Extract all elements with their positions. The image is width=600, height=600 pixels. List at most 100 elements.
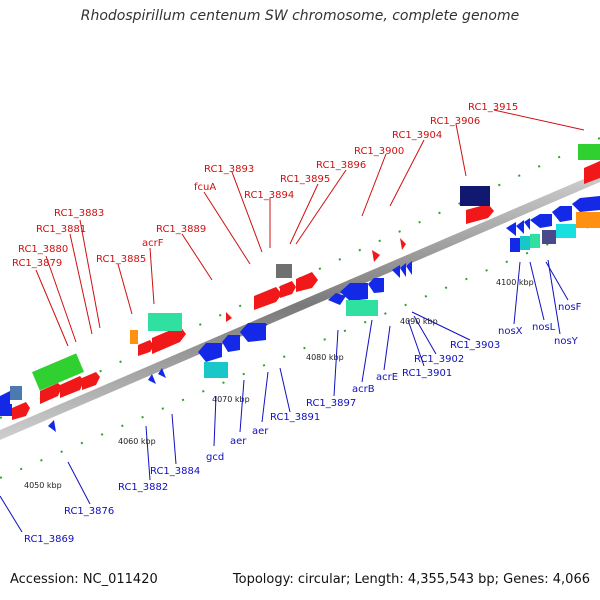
reverse-genes <box>0 196 600 432</box>
gene-nos-a[interactable] <box>516 220 524 234</box>
gene-rc1-3900[interactable] <box>400 238 406 250</box>
label-rc1-3883[interactable]: RC1_3883 <box>54 208 104 219</box>
gene-rc1-3896[interactable] <box>372 250 380 262</box>
label-acrb[interactable]: acrB <box>352 384 375 395</box>
leader-lines-top <box>35 109 585 347</box>
label-rc1-3895[interactable]: RC1_3895 <box>280 174 330 185</box>
gene-rc1-3881[interactable] <box>82 372 100 390</box>
label-rc1-3915[interactable]: RC1_3915 <box>468 102 518 113</box>
gene-fcua[interactable] <box>254 287 282 310</box>
genome-axis <box>0 172 600 440</box>
gene-rc1-3915-green[interactable] <box>578 144 600 160</box>
label-gcd[interactable]: gcd <box>206 452 224 463</box>
gene-nos-orange[interactable] <box>576 212 600 228</box>
label-rc1-3889[interactable]: RC1_3889 <box>156 224 206 235</box>
gene-left-blue[interactable] <box>0 391 10 408</box>
gene-rc1-3879[interactable] <box>40 383 62 404</box>
gene-nos-f[interactable] <box>572 196 600 212</box>
gene-acrf-green[interactable] <box>148 313 182 331</box>
label-acrf[interactable]: acrF <box>142 238 164 249</box>
gene-acrb-teal[interactable] <box>346 300 378 316</box>
scale-4090: 4090 kbp <box>400 317 438 326</box>
gene-rc1-3883[interactable] <box>130 330 138 344</box>
label-rc1-3893[interactable]: RC1_3893 <box>204 164 254 175</box>
gene-nos-teal[interactable] <box>530 234 540 248</box>
label-rc1-3900[interactable]: RC1_3900 <box>354 146 404 157</box>
scale-4100: 4100 kbp <box>496 278 534 287</box>
label-rc1-3876[interactable]: RC1_3876 <box>64 506 114 517</box>
gene-left-blue-2[interactable] <box>0 404 12 416</box>
gene-nos-cyan[interactable] <box>520 236 530 250</box>
gene-rc1-3893[interactable] <box>280 281 296 298</box>
label-aer-1[interactable]: aer <box>230 436 247 447</box>
label-rc1-3896[interactable]: RC1_3896 <box>316 160 366 171</box>
gene-nos-navy[interactable] <box>542 230 556 244</box>
gene-acrf[interactable] <box>152 326 186 354</box>
gene-nos-x[interactable] <box>506 222 516 236</box>
gene-nos-d[interactable] <box>552 206 572 222</box>
gene-rc1-3904[interactable] <box>460 186 490 206</box>
gene-rc1-3895[interactable] <box>276 264 292 278</box>
label-rc1-3906[interactable]: RC1_3906 <box>430 116 480 127</box>
label-rc1-3891[interactable]: RC1_3891 <box>270 412 320 423</box>
dotted-track-inner <box>0 221 600 479</box>
gene-rc1-3882[interactable] <box>158 368 166 378</box>
label-nosx[interactable]: nosX <box>498 326 523 337</box>
label-rc1-3901[interactable]: RC1_3901 <box>402 368 452 379</box>
label-acre[interactable]: acrE <box>376 372 398 383</box>
label-nosl[interactable]: nosL <box>532 322 556 333</box>
gene-rc1-3889[interactable] <box>226 312 232 322</box>
gene-rc1-3891-cyan[interactable] <box>204 362 228 378</box>
accession-text: Accession: NC_011420 <box>10 572 158 587</box>
gene-gcd[interactable] <box>198 343 222 362</box>
scale-4070: 4070 kbp <box>212 395 250 404</box>
label-fcua[interactable]: fcuA <box>194 182 216 193</box>
gene-rc1-3906[interactable] <box>466 204 494 224</box>
label-rc1-3904[interactable]: RC1_3904 <box>392 130 442 141</box>
gene-nos-cyan-2[interactable] <box>556 224 576 238</box>
gene-nos-c[interactable] <box>530 214 552 228</box>
label-rc1-3894[interactable]: RC1_3894 <box>244 190 294 201</box>
scale-labels: 4050 kbp 4060 kbp 4070 kbp 4080 kbp 4090… <box>24 278 534 490</box>
gene-left-red[interactable] <box>12 402 30 420</box>
gene-rc1-3891[interactable] <box>258 324 268 330</box>
label-nosf[interactable]: nosF <box>558 302 582 313</box>
gene-nos-b[interactable] <box>524 218 530 230</box>
label-rc1-3881[interactable]: RC1_3881 <box>36 224 86 235</box>
label-rc1-3879[interactable]: RC1_3879 <box>12 258 62 269</box>
gene-labels-top: RC1_3915 RC1_3906 RC1_3904 RC1_3900 RC1_… <box>12 102 518 269</box>
scale-4050: 4050 kbp <box>24 481 62 490</box>
gene-rc1-3903[interactable] <box>406 261 412 275</box>
gene-left-steelblue[interactable] <box>10 386 22 400</box>
gene-rc1-3902[interactable] <box>400 263 406 277</box>
gene-rc1-3894[interactable] <box>296 272 318 292</box>
gene-rc1-3901[interactable] <box>392 265 400 278</box>
label-rc1-3897[interactable]: RC1_3897 <box>306 398 356 409</box>
scale-4060: 4060 kbp <box>118 437 156 446</box>
gene-acre[interactable] <box>368 278 384 293</box>
gene-rc1-3897[interactable] <box>328 293 346 305</box>
label-rc1-3903[interactable]: RC1_3903 <box>450 340 500 351</box>
gene-rc1-3884[interactable] <box>148 374 156 384</box>
gene-acrb[interactable] <box>340 283 368 301</box>
label-rc1-3880[interactable]: RC1_3880 <box>18 244 68 255</box>
gene-aer-2[interactable] <box>240 323 266 342</box>
scale-4080: 4080 kbp <box>306 353 344 362</box>
label-rc1-3884[interactable]: RC1_3884 <box>150 466 200 477</box>
label-rc1-3902[interactable]: RC1_3902 <box>414 354 464 365</box>
gene-rc1-3880[interactable] <box>60 376 84 398</box>
label-rc1-3885[interactable]: RC1_3885 <box>96 254 146 265</box>
label-rc1-3882[interactable]: RC1_3882 <box>118 482 168 493</box>
label-aer-2[interactable]: aer <box>252 426 269 437</box>
label-rc1-3869[interactable]: RC1_3869 <box>24 534 74 545</box>
gene-labels-bottom: nosF nosY nosL nosX RC1_3903 RC1_3902 RC… <box>24 302 582 545</box>
gene-rc1-3915[interactable] <box>584 161 600 184</box>
gene-rc1-3869[interactable] <box>48 420 56 432</box>
label-nosy[interactable]: nosY <box>554 336 579 347</box>
gene-nos-blue-1[interactable] <box>510 238 520 252</box>
gene-rc1-3885[interactable] <box>138 340 154 356</box>
gene-aer-1[interactable] <box>222 335 240 352</box>
gene-green-block-left[interactable] <box>32 353 84 391</box>
genome-summary-text: Topology: circular; Length: 4,355,543 bp… <box>232 572 590 587</box>
